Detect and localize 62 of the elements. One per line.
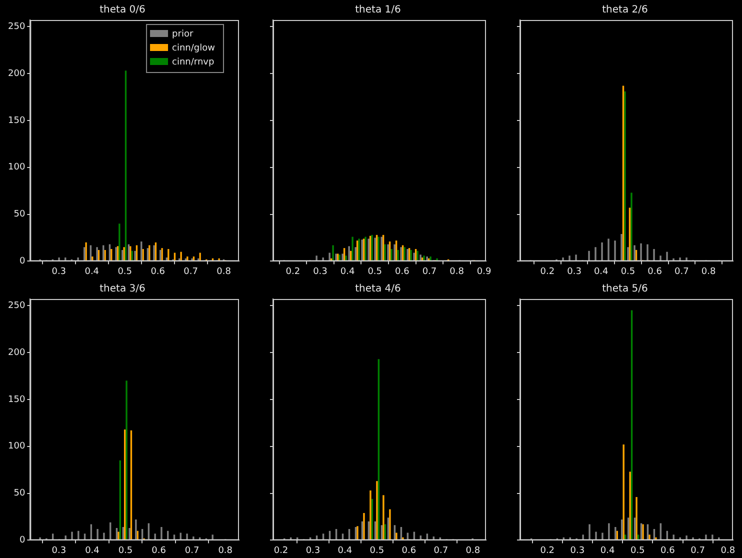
x-tick-label: 0.5 bbox=[118, 546, 133, 556]
legend-label: prior bbox=[172, 29, 194, 40]
x-tick-label: 0.2 bbox=[286, 266, 300, 277]
x-tick-label: 0.4 bbox=[84, 266, 100, 277]
y-tick-label: 150 bbox=[8, 394, 26, 405]
x-tick-label: 0.8 bbox=[450, 266, 464, 277]
x-tick-label: 0.5 bbox=[630, 546, 645, 556]
y-tick-label: 0 bbox=[19, 256, 26, 267]
chart-title: theta 1/6 bbox=[355, 4, 401, 16]
x-tick-label: 0.4 bbox=[594, 266, 609, 277]
x-tick-label: 0.6 bbox=[660, 546, 676, 556]
legend-label: cinn/rnvp bbox=[172, 57, 214, 68]
chart-title: theta 0/6 bbox=[100, 4, 146, 16]
y-tick-label: 250 bbox=[8, 22, 26, 32]
x-tick-label: 0.5 bbox=[368, 266, 382, 277]
x-tick-label: 0.2 bbox=[540, 266, 555, 277]
x-tick-label: 0.8 bbox=[218, 546, 233, 556]
chart-title: theta 4/6 bbox=[355, 284, 401, 295]
x-tick-label: 0.5 bbox=[118, 266, 132, 277]
x-tick-label: 0.4 bbox=[338, 546, 352, 556]
x-tick-label: 0.6 bbox=[150, 266, 166, 277]
x-tick-label: 0.6 bbox=[402, 546, 416, 556]
chart-title: theta 3/6 bbox=[100, 284, 146, 295]
legend-label: cinn/glow bbox=[172, 43, 216, 54]
x-tick-label: 0.8 bbox=[216, 266, 232, 277]
y-tick-label: 250 bbox=[8, 300, 26, 311]
x-tick-label: 0.8 bbox=[701, 266, 716, 277]
chart-title: theta 5/6 bbox=[602, 284, 648, 295]
y-tick-label: 50 bbox=[14, 488, 26, 499]
x-tick-label: 0.7 bbox=[674, 266, 689, 277]
chart-title: theta 2/6 bbox=[602, 4, 648, 16]
y-tick-label: 200 bbox=[8, 348, 26, 358]
x-tick-label: 0.7 bbox=[184, 266, 198, 277]
x-tick-label: 0.3 bbox=[570, 546, 585, 556]
x-tick-label: 0.4 bbox=[600, 546, 615, 556]
x-tick-label: 0.6 bbox=[395, 266, 410, 277]
y-tick-label: 100 bbox=[8, 162, 26, 173]
y-tick-label: 150 bbox=[8, 116, 26, 126]
x-tick-label: 0.6 bbox=[152, 546, 166, 556]
x-tick-label: 0.2 bbox=[540, 546, 555, 556]
y-tick-label: 100 bbox=[8, 442, 26, 452]
x-tick-label: 0.5 bbox=[370, 546, 384, 556]
x-tick-label: 0.3 bbox=[52, 546, 66, 556]
x-tick-label: 0.8 bbox=[466, 546, 480, 556]
y-tick-label: 50 bbox=[14, 210, 26, 220]
x-tick-label: 0.5 bbox=[620, 266, 636, 277]
x-tick-label: 0.4 bbox=[85, 546, 100, 556]
y-tick-label: 200 bbox=[8, 68, 26, 79]
x-tick-label: 0.8 bbox=[720, 546, 736, 556]
x-tick-label: 0.6 bbox=[648, 266, 662, 277]
x-tick-label: 0.3 bbox=[306, 546, 320, 556]
x-tick-label: 0.9 bbox=[476, 266, 492, 277]
x-tick-label: 0.7 bbox=[690, 546, 705, 556]
x-tick-label: 0.2 bbox=[274, 546, 288, 556]
x-tick-label: 0.3 bbox=[52, 266, 66, 277]
x-tick-label: 0.3 bbox=[313, 266, 328, 277]
x-tick-label: 0.4 bbox=[340, 266, 355, 277]
x-tick-label: 0.7 bbox=[184, 546, 200, 556]
y-tick-label: 0 bbox=[19, 536, 26, 546]
x-tick-label: 0.7 bbox=[434, 546, 448, 556]
x-tick-label: 0.7 bbox=[422, 266, 437, 277]
x-tick-label: 0.3 bbox=[567, 266, 582, 277]
